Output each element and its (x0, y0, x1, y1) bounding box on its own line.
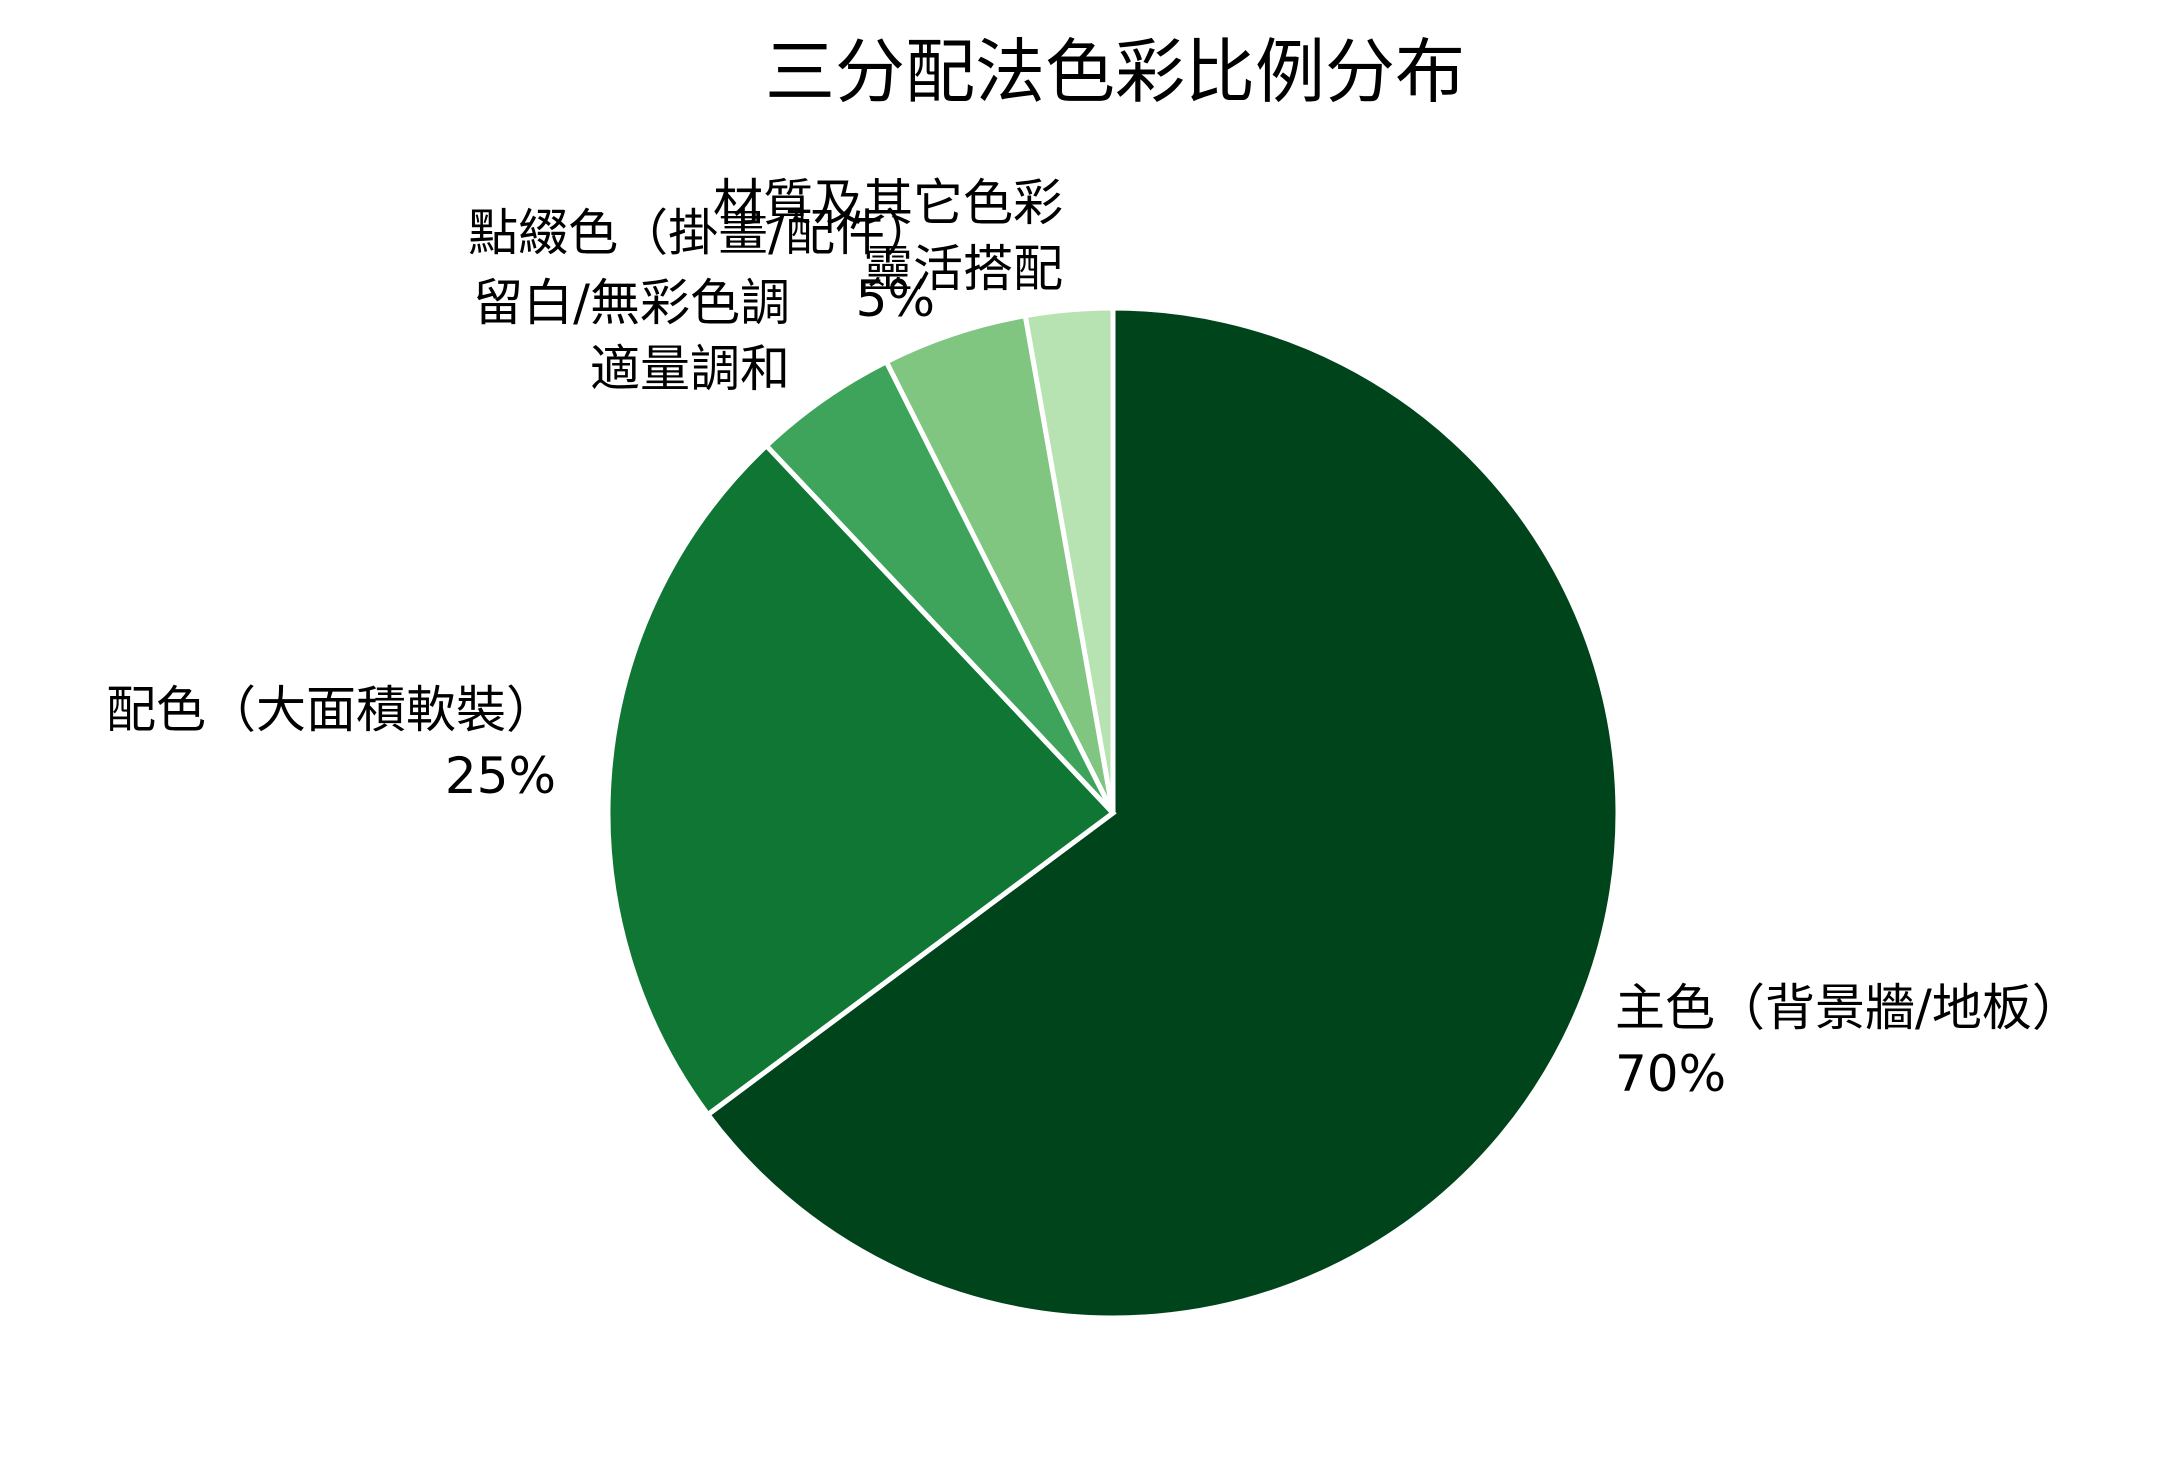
pie-slice-1 (704, 305, 1621, 1321)
slice-label-line: 靈活搭配 (863, 240, 1063, 298)
pie-slice-5 (1022, 305, 1116, 814)
slice-label-line: 點綴色（掛畫/配件） (468, 204, 935, 262)
slice-label-5: 材質及其它色彩靈活搭配 (713, 174, 1063, 298)
slice-label-line: 配色（大面積軟裝） (106, 681, 556, 739)
slice-label-4: 點綴色（掛畫/配件） 5% (468, 204, 935, 328)
slice-label-line: 材質及其它色彩 (713, 174, 1063, 232)
pie-labels: 主色（背景牆/地板） 70%配色（大面積軟裝） 25%留白/無彩色調適量調和點綴色（… (106, 174, 2082, 1103)
slice-label-1: 主色（背景牆/地板） 70% (1615, 979, 2082, 1103)
slice-label-line: 主色（背景牆/地板） (1615, 979, 2082, 1037)
slice-label-line: 70% (1615, 1045, 1726, 1103)
pie-slice-2 (605, 442, 1117, 1119)
pie-slices (605, 305, 1621, 1321)
chart-title: 三分配法色彩比例分布 (765, 31, 1465, 113)
slice-label-line: 5% (856, 270, 935, 328)
slice-label-line: 留白/無彩色調 (473, 274, 790, 332)
slice-label-line: 適量調和 (590, 340, 790, 398)
slice-label-line: 25% (445, 747, 556, 805)
slice-label-2: 配色（大面積軟裝） 25% (106, 681, 556, 805)
slice-label-3: 留白/無彩色調適量調和 (473, 274, 790, 398)
